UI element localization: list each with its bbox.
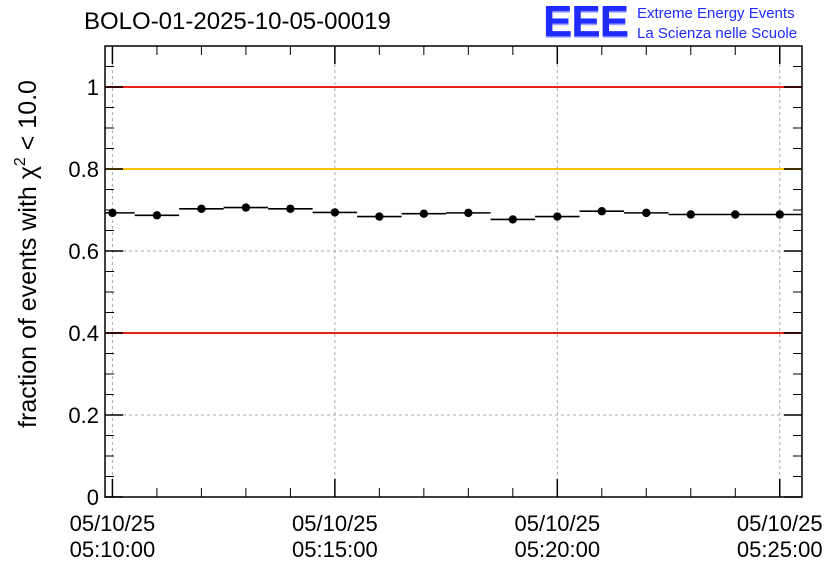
eee-logo: EEE Extreme Energy Events La Scienza nel… bbox=[543, 0, 833, 46]
x-tick-label-time: 05:15:00 bbox=[292, 537, 378, 562]
data-point bbox=[375, 212, 384, 221]
eee-logo-letters: EEE bbox=[543, 0, 629, 46]
x-tick-label-date: 05/10/25 bbox=[292, 511, 378, 536]
data-series bbox=[105, 203, 802, 224]
data-point bbox=[642, 208, 651, 218]
x-tick-label-date: 05/10/25 bbox=[70, 511, 156, 536]
data-point bbox=[108, 208, 117, 218]
x-tick-label-time: 05:10:00 bbox=[70, 537, 156, 562]
data-point bbox=[419, 209, 429, 218]
data-point bbox=[508, 215, 518, 224]
y-axis-title-superscript: 2 bbox=[12, 157, 29, 166]
y-tick-label: 0 bbox=[87, 485, 99, 510]
y-tick-label: 0.8 bbox=[68, 157, 99, 182]
data-point bbox=[731, 210, 740, 219]
logo-subtitle-line1: Extreme Energy Events bbox=[637, 5, 795, 22]
data-point bbox=[597, 207, 607, 216]
data-point bbox=[197, 204, 206, 213]
data-point bbox=[686, 210, 695, 219]
data-point bbox=[241, 203, 251, 212]
y-tick-label: 0.6 bbox=[68, 239, 99, 264]
data-point bbox=[286, 204, 295, 213]
x-tick-label-date: 05/10/25 bbox=[737, 511, 823, 536]
y-tick-label: 0.4 bbox=[68, 321, 99, 346]
y-tick-label: 1 bbox=[87, 75, 99, 100]
y-axis-title: fraction of events with χ2 < 10.0 bbox=[12, 80, 42, 428]
tick-labels: 00.20.40.60.8105/10/2505:10:0005/10/2505… bbox=[68, 75, 822, 562]
data-point bbox=[152, 211, 162, 220]
data-point bbox=[553, 212, 562, 221]
y-tick-label: 0.2 bbox=[68, 403, 99, 428]
grid-lines bbox=[105, 46, 802, 497]
y-axis-title-tail: < 10.0 bbox=[14, 80, 42, 157]
y-axis-title-main: fraction of events with χ bbox=[14, 166, 42, 428]
data-point bbox=[330, 208, 340, 217]
x-tick-label-time: 05:25:00 bbox=[737, 537, 823, 562]
axis-ticks bbox=[105, 45, 802, 498]
logo-subtitle-line2: La Scienza nelle Scuole bbox=[637, 25, 798, 42]
reference-lines bbox=[105, 86, 802, 334]
plot-frame bbox=[104, 45, 803, 498]
chart-title: BOLO-01-2025-10-05-00019 bbox=[84, 8, 391, 35]
data-point bbox=[464, 208, 473, 218]
data-point bbox=[775, 210, 784, 219]
x-tick-label-date: 05/10/25 bbox=[514, 511, 600, 536]
x-tick-label-time: 05:20:00 bbox=[514, 537, 600, 562]
